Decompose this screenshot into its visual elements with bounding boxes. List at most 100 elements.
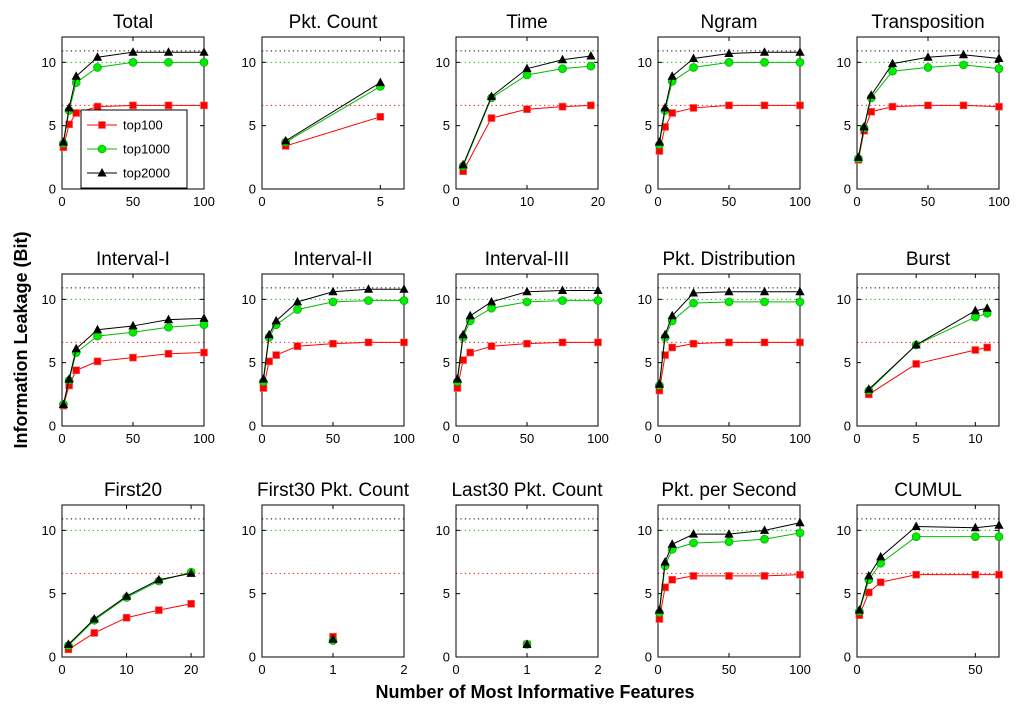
data-point-top2000: [864, 570, 874, 580]
data-point-top100: [760, 338, 769, 347]
x-tick-label: 0: [258, 194, 265, 209]
legend-label: top2000: [123, 166, 170, 181]
data-point-top2000: [328, 634, 338, 643]
data-point-top100: [523, 105, 531, 113]
data-point-top100: [587, 101, 595, 110]
data-point-top100: [400, 338, 408, 347]
x-tick-label: 50: [921, 194, 935, 209]
series-line-top1000: [68, 571, 192, 646]
data-point-top2000: [186, 568, 196, 577]
data-point-top2000: [911, 339, 921, 349]
data-point-top100: [164, 101, 173, 110]
data-point-top1000: [724, 537, 734, 547]
x-tick-label: 5: [913, 431, 920, 446]
legend-marker-top100: [98, 121, 106, 129]
y-tick-label: 10: [42, 292, 56, 307]
x-tick-label: 0: [58, 194, 65, 209]
data-point-top100: [876, 578, 885, 587]
subplot-title: Time: [506, 12, 548, 33]
data-point-top2000: [163, 314, 174, 324]
data-point-top2000: [58, 137, 69, 146]
x-tick-label: 50: [126, 431, 140, 446]
series-line-top1000: [462, 65, 591, 167]
data-point-top1000: [911, 532, 921, 541]
data-point-top2000: [982, 303, 992, 312]
data-point-top1000: [760, 297, 769, 307]
data-point-top2000: [660, 329, 670, 339]
data-point-top2000: [866, 90, 876, 99]
x-tick-label: 5: [377, 194, 384, 209]
data-point-top2000: [71, 343, 81, 353]
data-point-top1000: [724, 297, 734, 307]
data-point-top100: [558, 338, 567, 347]
data-point-top2000: [759, 286, 770, 296]
x-tick-label: 0: [58, 431, 65, 446]
data-point-top100: [364, 338, 373, 347]
data-point-top100: [122, 613, 131, 622]
series-line-top100: [658, 574, 801, 620]
data-point-top2000: [522, 286, 532, 296]
subplot-first30-pkt-count: First30 Pkt. Count 0 5 10 0 1 2: [242, 480, 410, 677]
x-tick-label: 50: [722, 194, 736, 209]
x-tick-label: 100: [789, 662, 811, 677]
plot-frame: [657, 273, 801, 427]
x-tick-label: 10: [520, 194, 534, 209]
data-point-top2000: [64, 102, 74, 112]
data-point-top100: [129, 353, 137, 362]
data-point-top2000: [854, 605, 864, 614]
y-tick-label: 5: [844, 118, 851, 133]
data-point-top100: [971, 570, 980, 579]
y-tick-label: 5: [844, 586, 851, 601]
data-point-top100: [466, 348, 475, 357]
subplot-last30-pkt-count: Last30 Pkt. Count 0 5 10 0 1 2: [436, 480, 604, 677]
data-point-top100: [329, 339, 337, 348]
data-point-top2000: [58, 399, 69, 408]
y-tick-label: 10: [42, 523, 56, 538]
data-point-top100: [865, 588, 873, 597]
y-tick-label: 10: [436, 292, 450, 307]
data-point-top1000: [364, 296, 373, 305]
y-tick-label: 0: [249, 419, 256, 434]
data-point-top2000: [199, 313, 209, 322]
data-point-top2000: [271, 315, 281, 325]
data-point-top1000: [994, 532, 1004, 541]
data-point-top2000: [328, 286, 338, 296]
data-point-top1000: [689, 538, 698, 548]
data-point-top2000: [557, 285, 568, 294]
subplot-cumul: CUMUL 0 5 10 0 50: [837, 480, 1004, 677]
data-point-top100: [995, 570, 1003, 579]
y-tick-label: 0: [645, 419, 652, 434]
data-point-top100: [90, 629, 99, 637]
y-tick-label: 10: [42, 55, 56, 70]
series-line-top100: [868, 346, 988, 395]
x-tick-label: 20: [184, 662, 198, 677]
y-tick-label: 0: [844, 419, 851, 434]
data-point-top1000: [795, 528, 805, 538]
data-point-top2000: [458, 159, 468, 169]
data-point-top1000: [293, 305, 302, 314]
data-point-top2000: [724, 286, 734, 296]
data-point-top1000: [93, 63, 102, 72]
data-point-top100: [93, 102, 102, 111]
x-tick-label: 2: [400, 662, 407, 677]
data-point-top100: [72, 366, 80, 375]
data-point-top100: [796, 101, 804, 110]
x-tick-label: 0: [452, 194, 459, 209]
series-line-top100: [462, 104, 591, 172]
plot-frame: [61, 273, 205, 427]
subplot-title: CUMUL: [894, 480, 962, 501]
data-point-top100: [93, 357, 102, 366]
data-point-top2000: [667, 539, 677, 548]
x-tick-label: 50: [520, 431, 534, 446]
data-point-top2000: [667, 71, 677, 80]
y-tick-label: 10: [837, 55, 851, 70]
legend-marker-top1000: [97, 144, 107, 154]
data-point-top1000: [199, 58, 209, 67]
series-line-top2000: [858, 524, 1000, 611]
data-point-top2000: [994, 53, 1004, 63]
data-point-top100: [200, 348, 208, 357]
x-tick-label: 0: [853, 194, 860, 209]
y-tick-label: 0: [249, 182, 256, 197]
data-point-top2000: [154, 574, 164, 584]
